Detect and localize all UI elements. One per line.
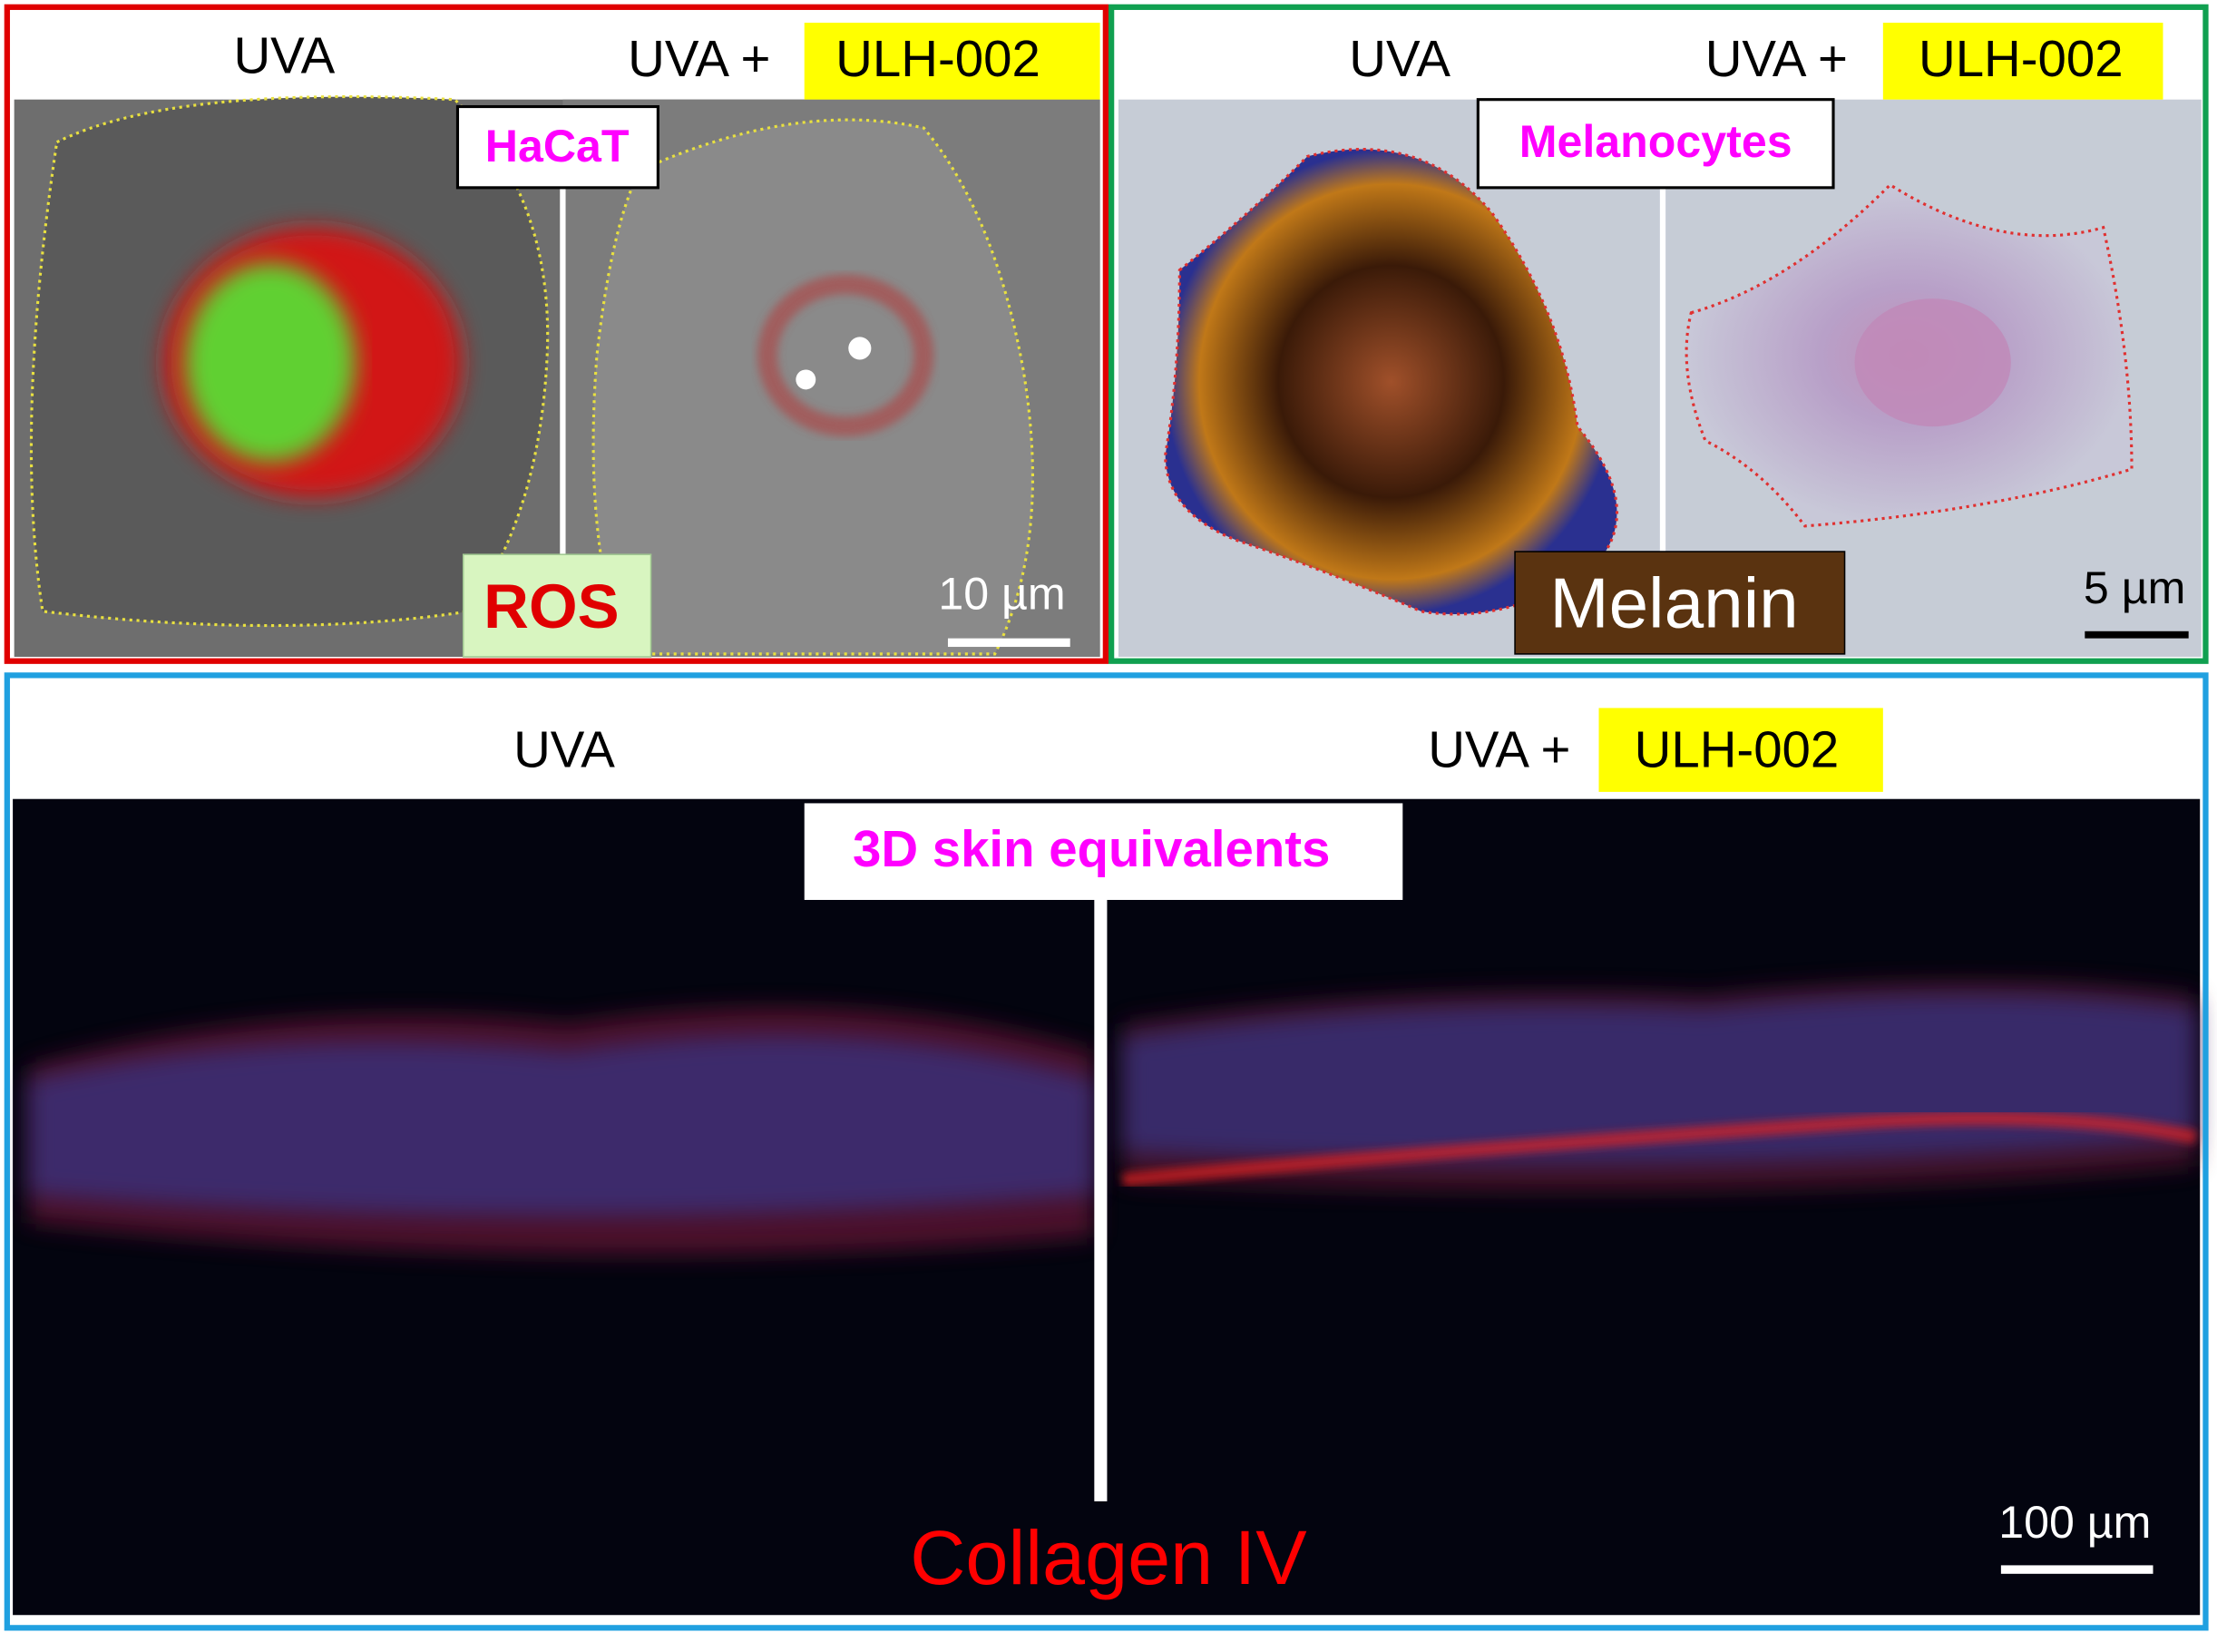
- condition-label: UVA: [1349, 30, 1450, 87]
- cell-label-box: [1476, 98, 1835, 190]
- vesicle: [848, 337, 872, 360]
- divider: [1094, 895, 1108, 1501]
- condition-label: UVA +: [1705, 30, 1848, 87]
- cell-label: Melanocytes: [1519, 116, 1792, 167]
- scale-bar: [2000, 1565, 2154, 1574]
- melanocyte-panel: UVA UVA + ULH-002 Melanocytes Melanin 5 …: [1108, 4, 2209, 664]
- ros-nucleus: [184, 262, 356, 463]
- cell-outline: [591, 118, 1034, 656]
- nucleus: [1854, 298, 2011, 427]
- stain-box: [462, 553, 652, 658]
- treatment-label: ULH-002: [1919, 30, 2124, 87]
- stain-label: ROS: [483, 572, 619, 641]
- highlight: [1882, 23, 2163, 100]
- highlight: [1598, 708, 1883, 792]
- nuclei-layer: [28, 1036, 1095, 1216]
- stain-box: [1514, 551, 1846, 655]
- scale-bar: [2085, 630, 2189, 639]
- collagen-signal: [1121, 1110, 2198, 1188]
- scale-bar: [947, 638, 1070, 648]
- panel-border: [4, 672, 2209, 1631]
- divider: [1659, 184, 1666, 555]
- ros-signal: [757, 274, 934, 437]
- treatment-label: ULH-002: [1635, 720, 1840, 777]
- scale-bar-label: 5 µm: [2084, 562, 2185, 613]
- hacat-panel: UVA UVA + ULH-002 HaCaT ROS 10 µm: [4, 4, 1108, 664]
- cell-label-box: [455, 104, 659, 190]
- condition-label: UVA: [233, 27, 335, 84]
- cell-label-box: [804, 803, 1403, 900]
- skin-panel: UVA UVA + ULH-002 3D skin equivalents Co…: [4, 672, 2209, 1631]
- condition-label: UVA +: [1428, 720, 1570, 777]
- condition-label: UVA: [513, 720, 615, 777]
- divider: [560, 171, 566, 555]
- condition-label: UVA +: [628, 30, 770, 87]
- panel-border: [1108, 4, 2209, 664]
- cell-label: 3D skin equivalents: [853, 820, 1330, 877]
- scale-bar-label: 10 µm: [938, 568, 1065, 619]
- melanocyte: [1164, 147, 1619, 616]
- treatment-label: ULH-002: [835, 30, 1040, 87]
- panel-border: [4, 4, 1108, 664]
- vesicle: [796, 369, 816, 390]
- stain-label: Melanin: [1549, 562, 1798, 642]
- stain-label: Collagen IV: [910, 1514, 1307, 1600]
- cell-label: HaCaT: [485, 121, 630, 171]
- scale-bar-label: 100 µm: [1998, 1497, 2151, 1548]
- highlight: [804, 23, 1100, 100]
